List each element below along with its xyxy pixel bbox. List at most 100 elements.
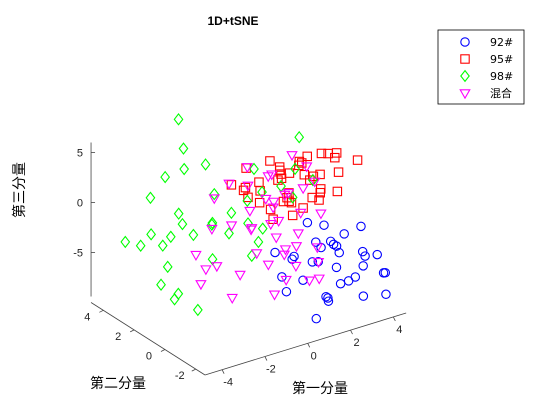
data-point (312, 258, 325, 269)
data-point (319, 220, 329, 230)
data-point (192, 303, 203, 317)
data-point (286, 151, 298, 162)
data-point (226, 206, 237, 220)
data-point (241, 163, 254, 174)
data-point (225, 221, 238, 232)
legend-label: 92# (490, 36, 513, 49)
data-point (287, 210, 298, 221)
data-point (254, 177, 264, 187)
data-point (282, 188, 295, 200)
x-axis-label: 第一分量 (292, 380, 348, 397)
axes: -4 -2 0 2 4 -2 0 2 4 -5 0 5 (73, 142, 407, 389)
y-tick-mark (191, 368, 196, 372)
data-point (334, 247, 344, 258)
data-point (311, 313, 322, 324)
y-tick-label: 0 (146, 351, 152, 363)
x-tick-label: 0 (311, 350, 317, 362)
data-point (372, 249, 382, 260)
y-tick-mark (99, 309, 104, 313)
data-point (328, 239, 339, 250)
data-point (309, 177, 321, 188)
series-2 (226, 148, 363, 224)
data-point (244, 206, 256, 217)
data-point (302, 151, 312, 162)
data-point (173, 287, 184, 301)
data-point (234, 270, 246, 281)
data-point (316, 184, 326, 194)
data-point (173, 113, 184, 126)
data-point (332, 186, 343, 197)
data-point (190, 250, 202, 261)
data-point (206, 218, 217, 231)
data-point (242, 181, 254, 192)
data-point (352, 155, 363, 165)
data-point (333, 167, 344, 177)
x-tick-mark (264, 356, 268, 361)
data-point (270, 233, 282, 244)
data-point (200, 158, 211, 171)
y-axis-line (90, 302, 206, 376)
data-point (290, 162, 300, 176)
data-point (268, 214, 278, 224)
data-point (302, 217, 313, 228)
data-point (303, 276, 316, 287)
data-point (162, 260, 173, 274)
z-tick-label: 0 (77, 197, 83, 209)
data-point (323, 293, 333, 303)
data-point (265, 156, 275, 166)
y-tick-label: -2 (175, 370, 185, 382)
y-tick-mark (129, 329, 135, 333)
data-point (173, 207, 184, 220)
data-point (307, 192, 317, 203)
data-point (207, 216, 218, 230)
data-point (316, 148, 327, 159)
data-point (294, 208, 307, 219)
data-point (265, 220, 277, 231)
data-point (297, 184, 309, 195)
series-3 (120, 113, 318, 317)
data-point (279, 245, 292, 256)
data-point (358, 291, 369, 301)
data-point (206, 224, 218, 235)
data-point (250, 249, 263, 260)
data-point (260, 194, 272, 205)
data-points (120, 113, 391, 324)
x-tick-mark (350, 329, 353, 335)
data-point (146, 228, 157, 241)
z-tick-label: 5 (77, 147, 83, 159)
data-point (195, 280, 207, 291)
y-axis-label: 第二分量 (90, 375, 146, 392)
data-point (177, 217, 188, 231)
data-point (331, 241, 342, 251)
legend-label: 98# (490, 70, 513, 83)
x-tick-mark (392, 316, 396, 322)
data-point (268, 290, 281, 301)
y-tick-mark (160, 349, 166, 352)
data-point (249, 162, 259, 176)
data-point (246, 249, 257, 263)
data-point (223, 179, 235, 190)
x-tick-label: -4 (223, 377, 233, 389)
data-point (356, 221, 366, 232)
data-point (270, 247, 280, 258)
data-point (357, 246, 368, 257)
data-point (274, 162, 285, 172)
data-point (226, 293, 238, 304)
data-point (360, 251, 370, 261)
data-point (135, 239, 146, 253)
data-point (280, 275, 292, 286)
data-point (209, 187, 220, 201)
data-point (208, 194, 221, 205)
data-point (178, 142, 189, 155)
data-point (245, 225, 257, 236)
data-point (254, 197, 265, 208)
x-tick-label: 2 (353, 337, 359, 349)
legend-label: 混合 (490, 86, 512, 100)
data-point (311, 237, 321, 247)
legend-marker (460, 69, 470, 83)
z-tick-label: -5 (73, 247, 83, 259)
data-point (156, 278, 166, 292)
legend-marker (460, 37, 470, 47)
data-point (211, 262, 223, 273)
